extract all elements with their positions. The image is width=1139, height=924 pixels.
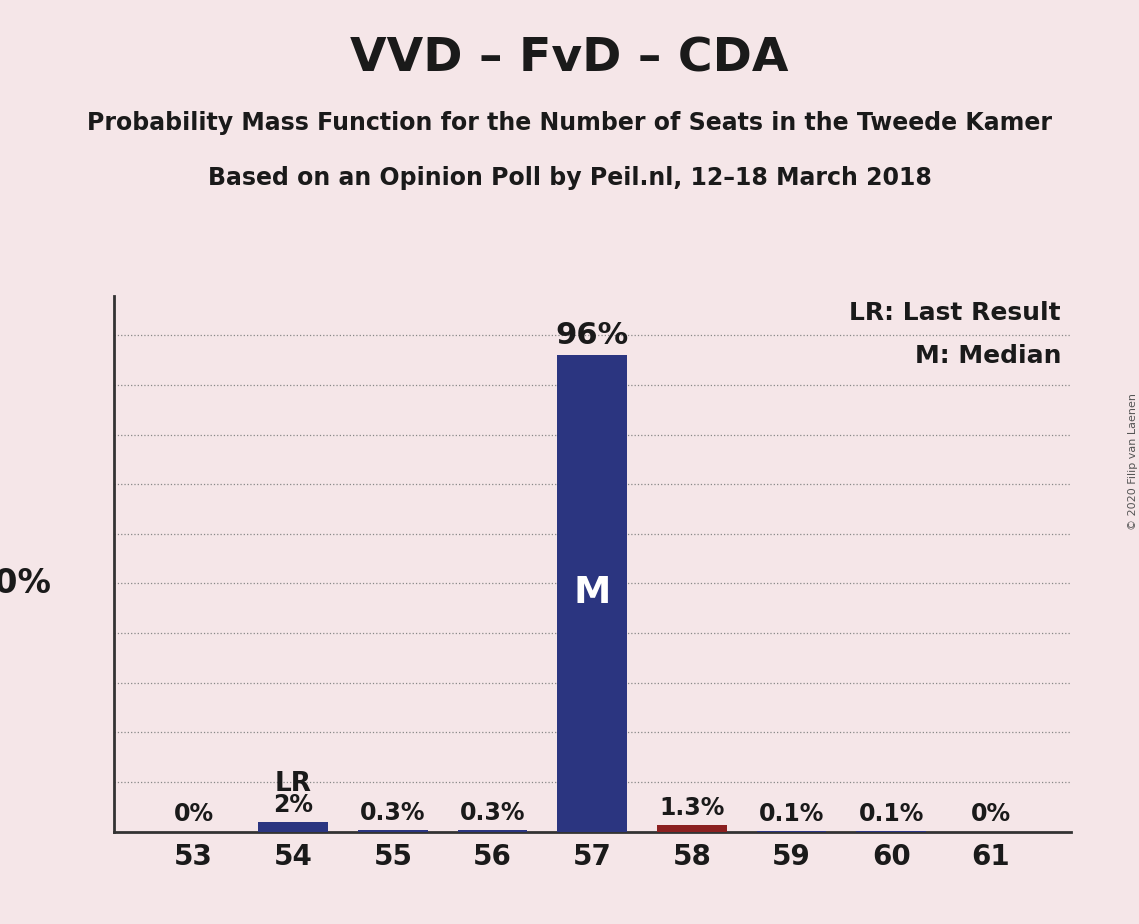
- Text: 0.3%: 0.3%: [360, 801, 426, 825]
- Text: 0.3%: 0.3%: [460, 801, 525, 825]
- Text: 0%: 0%: [173, 802, 214, 826]
- Text: M: M: [574, 576, 611, 612]
- Text: Based on an Opinion Poll by Peil.nl, 12–18 March 2018: Based on an Opinion Poll by Peil.nl, 12–…: [207, 166, 932, 190]
- Bar: [259, 821, 328, 832]
- Bar: [657, 825, 727, 832]
- Text: 2%: 2%: [273, 793, 313, 817]
- Text: © 2020 Filip van Laenen: © 2020 Filip van Laenen: [1129, 394, 1138, 530]
- Text: 0.1%: 0.1%: [859, 802, 924, 826]
- Text: 0.1%: 0.1%: [759, 802, 825, 826]
- Bar: [358, 830, 428, 832]
- Text: M: Median: M: Median: [915, 344, 1062, 368]
- Bar: [557, 355, 628, 832]
- Text: VVD – FvD – CDA: VVD – FvD – CDA: [351, 37, 788, 82]
- Text: Probability Mass Function for the Number of Seats in the Tweede Kamer: Probability Mass Function for the Number…: [87, 111, 1052, 135]
- Text: 50%: 50%: [0, 567, 51, 600]
- Text: 1.3%: 1.3%: [659, 796, 724, 821]
- Text: LR: LR: [274, 771, 312, 796]
- Text: LR: Last Result: LR: Last Result: [850, 301, 1062, 325]
- Bar: [458, 830, 527, 832]
- Text: 0%: 0%: [970, 802, 1011, 826]
- Text: 96%: 96%: [556, 322, 629, 350]
